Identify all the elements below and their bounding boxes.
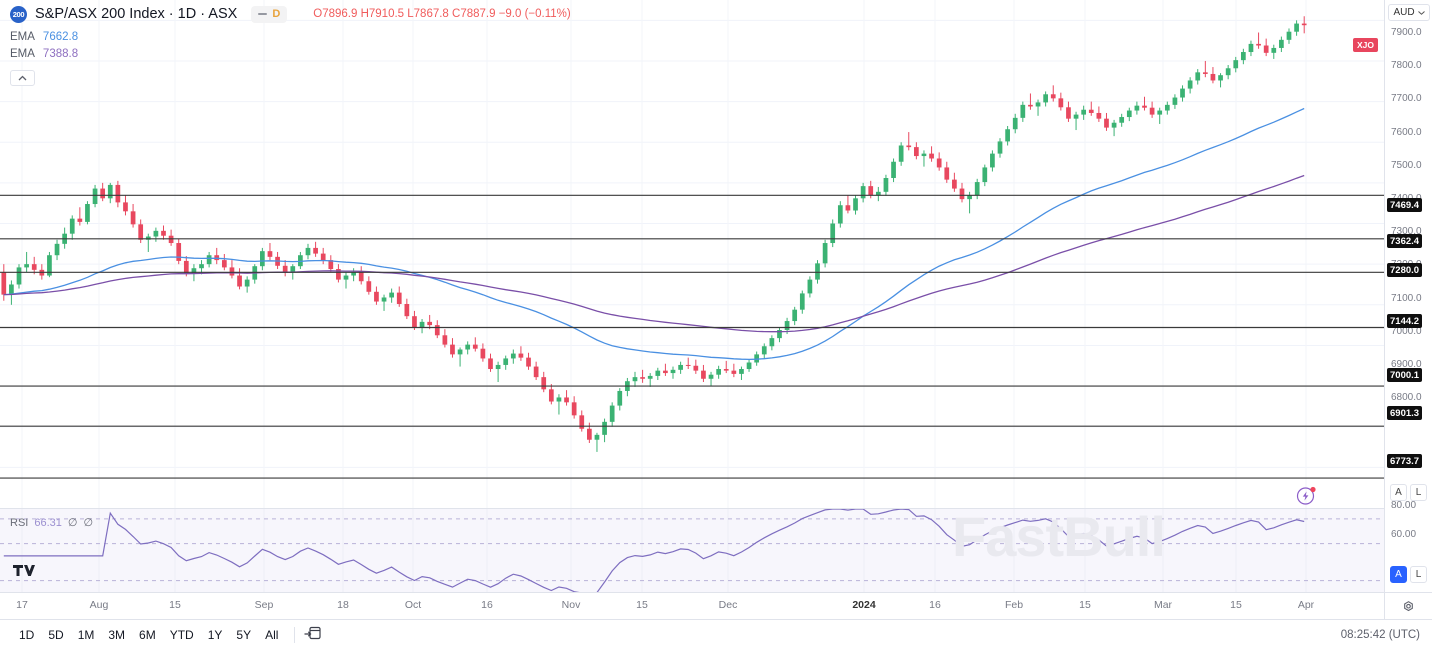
price-chart-svg bbox=[0, 0, 1384, 508]
time-tick: 17 bbox=[16, 599, 28, 611]
range-button-5y[interactable]: 5Y bbox=[236, 628, 252, 642]
range-button-3m[interactable]: 3M bbox=[108, 628, 126, 642]
ohlc-values: O7896.9 H7910.5 L7867.8 C7887.9 −9.0 (−0… bbox=[313, 8, 571, 20]
time-axis[interactable]: 17 Aug 15 Sep 18 Oct 16 Nov 15 Dec 2024 16 Feb 15 Mar 1… bbox=[0, 592, 1432, 619]
range-button-1m[interactable]: 1M bbox=[77, 628, 95, 642]
time-tick: Aug bbox=[89, 599, 109, 611]
time-tick: 15 bbox=[1079, 599, 1091, 611]
time-tick: 16 bbox=[929, 599, 941, 611]
rsi-param-2: ∅ bbox=[83, 517, 94, 529]
price-tick: 7800.0 bbox=[1391, 60, 1422, 71]
ema-label: EMA bbox=[10, 48, 35, 60]
time-tick: 2024 bbox=[852, 599, 876, 611]
dash-icon bbox=[258, 12, 268, 16]
currency-label: AUD bbox=[1393, 7, 1415, 18]
time-tick: Sep bbox=[254, 599, 274, 611]
price-level-tag: 6773.7 bbox=[1387, 454, 1423, 468]
auto-scale-button[interactable]: A bbox=[1390, 566, 1407, 583]
axis-toggle-group-top[interactable]: A L bbox=[1390, 484, 1427, 501]
chart-header: 200 S&P/ASX 200 Index · 1D · ASX D O7896… bbox=[0, 0, 1432, 28]
price-tick: 7500.0 bbox=[1391, 160, 1422, 171]
price-pane[interactable] bbox=[0, 0, 1384, 508]
price-tick: 6800.0 bbox=[1391, 392, 1422, 403]
chevron-down-icon bbox=[1417, 10, 1425, 15]
rsi-value: 66.31 bbox=[34, 517, 62, 529]
range-button-6m[interactable]: 6M bbox=[139, 628, 156, 642]
rsi-param-1: ∅ bbox=[67, 517, 78, 529]
range-button-all[interactable]: All bbox=[265, 628, 279, 642]
rsi-label: RSI bbox=[10, 517, 29, 529]
price-level-tag: 7000.1 bbox=[1387, 368, 1423, 382]
symbol-price-tag: XJO bbox=[1353, 38, 1379, 52]
price-tick: 7600.0 bbox=[1391, 127, 1422, 138]
time-tick: Oct bbox=[404, 599, 422, 611]
toolbar-divider bbox=[294, 627, 296, 643]
clock-label: 08:25:42 (UTC) bbox=[1340, 629, 1420, 641]
time-tick: 15 bbox=[636, 599, 648, 611]
time-tick: 18 bbox=[337, 599, 349, 611]
log-scale-button[interactable]: L bbox=[1410, 566, 1427, 583]
gear-icon bbox=[1404, 600, 1413, 611]
alert-bolt-icon[interactable] bbox=[1296, 485, 1317, 506]
range-button-1y[interactable]: 1Y bbox=[207, 628, 223, 642]
range-button-ytd[interactable]: YTD bbox=[169, 628, 194, 642]
price-level-tag: 7280.0 bbox=[1387, 263, 1423, 277]
time-tick: 15 bbox=[169, 599, 181, 611]
axis-toggle-group-bottom[interactable]: A L bbox=[1390, 566, 1427, 583]
rsi-tick: 80.00 bbox=[1391, 500, 1417, 511]
price-level-tag: 6901.3 bbox=[1387, 406, 1423, 420]
log-scale-button[interactable]: L bbox=[1410, 484, 1427, 501]
range-button-1d[interactable]: 1D bbox=[19, 628, 35, 642]
indicator-legend: EMA 7662.8 EMA 7388.8 bbox=[10, 31, 78, 86]
interval-badge[interactable]: D bbox=[251, 5, 288, 23]
date-range-button[interactable] bbox=[304, 625, 322, 646]
time-tick: 16 bbox=[481, 599, 493, 611]
auto-scale-button[interactable]: A bbox=[1390, 484, 1407, 501]
price-tick: 7000.0 bbox=[1391, 326, 1422, 337]
range-button-5d[interactable]: 5D bbox=[48, 628, 64, 642]
time-tick: Feb bbox=[1004, 599, 1024, 611]
time-tick: Mar bbox=[1153, 599, 1173, 611]
bottom-toolbar[interactable]: 1D 5D 1M 3M 6M YTD 1Y 5Y All 08:25:42 (UTC) bbox=[0, 619, 1432, 650]
interval-letter: D bbox=[272, 8, 281, 20]
price-level-tag: 7144.2 bbox=[1387, 314, 1423, 328]
legend-row[interactable]: EMA 7662.8 bbox=[10, 31, 78, 48]
time-tick: Nov bbox=[561, 599, 581, 611]
rsi-chart-svg bbox=[0, 509, 1384, 592]
chart-settings-button[interactable] bbox=[1384, 593, 1432, 619]
currency-selector[interactable]: AUD bbox=[1388, 4, 1430, 21]
symbol-title[interactable]: S&P/ASX 200 Index · 1D · ASX bbox=[35, 6, 238, 22]
symbol-logo-icon: 200 bbox=[10, 5, 27, 23]
tradingview-logo-icon[interactable] bbox=[13, 563, 39, 585]
price-level-tag: 7362.4 bbox=[1387, 234, 1423, 248]
price-axis[interactable]: AUD 7900.07800.07700.07600.07500.07400.0… bbox=[1353, 0, 1432, 592]
price-tick: 7100.0 bbox=[1391, 293, 1422, 304]
ema-value: 7388.8 bbox=[42, 48, 79, 60]
time-tick: 15 bbox=[1230, 599, 1242, 611]
chevron-up-icon[interactable] bbox=[10, 70, 35, 86]
legend-row[interactable]: EMA 7388.8 bbox=[10, 48, 78, 65]
time-tick: Apr bbox=[1297, 599, 1315, 611]
ema-value: 7662.8 bbox=[42, 31, 79, 43]
price-tick: 7700.0 bbox=[1391, 93, 1422, 104]
rsi-legend[interactable]: RSI 66.31 ∅ ∅ bbox=[10, 516, 93, 529]
date-range-icon bbox=[304, 626, 322, 639]
ema-label: EMA bbox=[10, 31, 35, 43]
price-level-tag: 7469.4 bbox=[1387, 198, 1423, 212]
rsi-tick: 60.00 bbox=[1391, 529, 1417, 540]
time-tick: Dec bbox=[718, 599, 738, 611]
rsi-pane[interactable] bbox=[0, 508, 1384, 592]
price-tick: 7300.0 bbox=[1391, 226, 1422, 237]
price-tick: 7900.0 bbox=[1391, 27, 1422, 38]
price-tick: 6900.0 bbox=[1391, 359, 1422, 370]
